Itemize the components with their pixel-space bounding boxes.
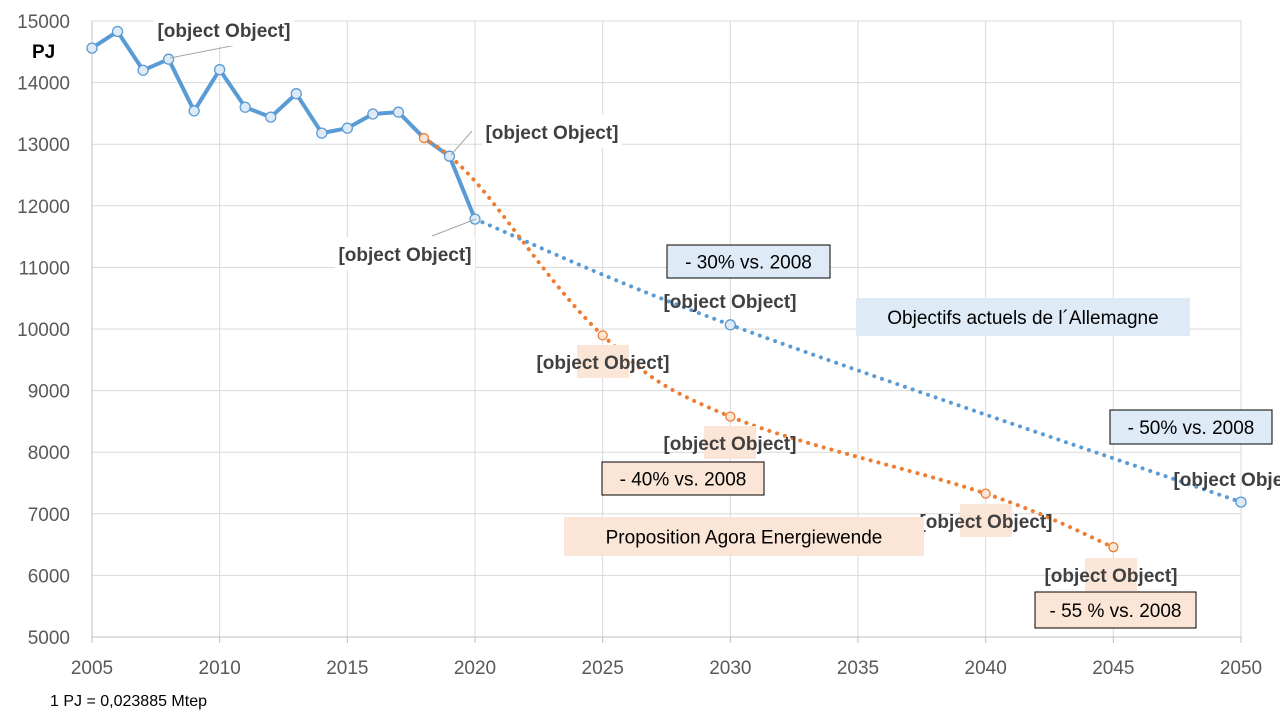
annotation-text: - 55 % vs. 2008 (1049, 601, 1181, 622)
historical-point (239, 101, 251, 113)
data-label: [object Object] (663, 292, 796, 313)
historical-point (316, 127, 328, 139)
x-tick-label: 2015 (326, 658, 368, 679)
data-label: [object Object] (536, 353, 669, 374)
series-markers (86, 25, 1247, 553)
historical-point (418, 132, 430, 144)
x-tick-label: 2010 (199, 658, 241, 679)
germany-target-point (724, 319, 736, 331)
x-tick-label: 2040 (965, 658, 1007, 679)
y-tick-label: 14000 (17, 74, 70, 95)
leader-2020 (431, 218, 477, 237)
y-tick-label: 8000 (28, 443, 70, 464)
annotation-box (1034, 591, 1197, 629)
historical-point (188, 105, 200, 117)
annotation-text: - 40% vs. 2008 (620, 470, 747, 491)
y-tick-label: 6000 (28, 566, 70, 587)
leader-2019 (450, 130, 473, 156)
y-tick-label: 10000 (17, 320, 70, 341)
series-lines (90, 29, 1243, 550)
annotation-box (666, 244, 831, 279)
data-label: [object Object] (1173, 470, 1280, 491)
data-label: [object Object] (157, 21, 290, 42)
data-label: [object Object] (663, 434, 796, 455)
data-label: [object Object] (919, 512, 1052, 533)
historical-point (341, 122, 353, 134)
x-tick-label: 2045 (1092, 658, 1134, 679)
agora-proposal-point (980, 488, 991, 499)
annotation-text: - 30% vs. 2008 (685, 253, 812, 274)
y-tick-label: 11000 (19, 258, 70, 279)
annotation-text: Objectifs actuels de l´Allemagne (887, 308, 1158, 329)
agora-proposal-point (725, 411, 736, 422)
historical-point (86, 42, 98, 54)
data-labels: [object Object] [object Object] [object Ob… (154, 13, 1280, 591)
historical-series-line (90, 29, 477, 220)
data-label: [object Object] (338, 245, 471, 266)
y-tick-label: 12000 (17, 197, 70, 218)
agora-proposal-point (597, 330, 608, 341)
historical-point (392, 106, 405, 118)
historical-point (137, 64, 149, 76)
x-tick-label: 2025 (582, 658, 624, 679)
data-label-bg (577, 345, 629, 378)
data-label-bg (154, 13, 294, 46)
x-tick-label: 2030 (709, 658, 751, 679)
annotation-box (601, 461, 765, 496)
x-tick-label: 2035 (837, 658, 879, 679)
x-tick-label: 2005 (71, 658, 113, 679)
y-tick-label: 9000 (28, 382, 70, 403)
footnote: 1 PJ = 0,023885 Mtep (50, 693, 207, 710)
annotation-text: Proposition Agora Energiewende (606, 528, 883, 549)
annotation-box (1109, 409, 1273, 445)
y-tick-label: 15000 (17, 12, 70, 33)
historical-point (265, 111, 277, 123)
y-axis-unit-label: PJ (32, 42, 55, 63)
y-tick-label: 13000 (17, 135, 70, 156)
annotation-boxes: - 30% vs. 2008 Objectifs actuels de l´All… (564, 244, 1273, 629)
annotation-box (856, 298, 1190, 336)
x-tick-label: 2020 (454, 658, 496, 679)
germany-target-series-line (473, 217, 1243, 505)
x-tick-label: 2050 (1220, 658, 1262, 679)
data-label-bg (1085, 558, 1137, 591)
data-label-bg (960, 504, 1012, 537)
annotation-text: - 50% vs. 2008 (1128, 418, 1255, 439)
historical-point (111, 25, 124, 38)
agora-proposal-series-line (421, 136, 1116, 550)
data-label-bg (335, 237, 475, 270)
historical-point (290, 88, 302, 100)
tick-labels: 5000 6000 7000 8000 9000 10000 11000 12000 13000… (17, 12, 1262, 679)
y-tick-label: 5000 (28, 628, 70, 649)
data-label: [object Object] (485, 123, 618, 144)
axes (91, 21, 1242, 643)
agora-proposal-point (1108, 542, 1119, 553)
historical-point (367, 108, 379, 120)
data-label-bg (482, 115, 622, 148)
y-tick-label: 7000 (28, 505, 70, 526)
data-label-bg (704, 426, 756, 459)
historical-point (214, 64, 226, 76)
germany-target-point (1235, 496, 1247, 508)
historical-point (162, 53, 175, 65)
data-label: [object Object] (1044, 566, 1177, 587)
annotation-box (564, 517, 924, 556)
